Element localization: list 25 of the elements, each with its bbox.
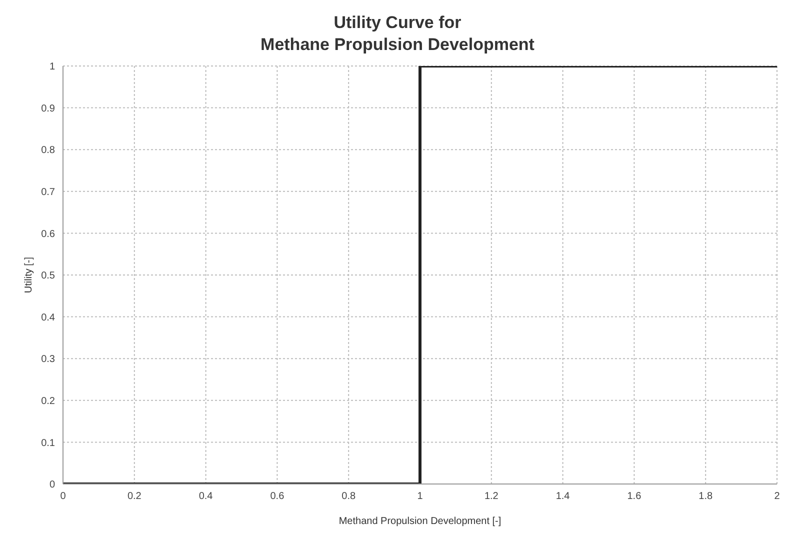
x-tick-label: 2 — [774, 491, 780, 502]
y-tick-label: 1 — [49, 62, 56, 73]
y-tick-label: 0.3 — [41, 354, 56, 366]
x-tick-label: 1.2 — [484, 491, 499, 502]
x-tick-label: 1.8 — [698, 491, 713, 502]
x-tick-label: 1.6 — [627, 491, 642, 502]
y-tick-label: 0.5 — [41, 270, 56, 282]
y-tick-label: 0.7 — [41, 186, 56, 198]
y-tick-label: 0.8 — [41, 145, 56, 156]
x-tick-label: 0.6 — [270, 491, 285, 502]
x-tick-label: 0 — [60, 491, 66, 502]
x-tick-label: 0.4 — [198, 491, 214, 502]
y-tick-label: 0.2 — [41, 396, 56, 407]
y-tick-label: 0.6 — [41, 228, 56, 240]
x-tick-label: 0.8 — [342, 491, 356, 502]
y-tick-label: 0.9 — [41, 103, 56, 114]
chart-title: Utility Curve for Methane Propulsion Development — [260, 12, 536, 56]
x-axis-title: Methand Propulsion Development [-] — [338, 516, 502, 527]
y-tick-label: 0.4 — [41, 312, 56, 324]
y-tick-label: 0.1 — [41, 438, 56, 449]
y-axis-title: Utility [-] — [24, 256, 35, 294]
y-tick-label: 0 — [49, 480, 56, 491]
x-tick-label: 0.2 — [127, 491, 142, 502]
x-tick-label: 1 — [417, 491, 424, 502]
x-tick-label: 1.4 — [556, 491, 570, 502]
